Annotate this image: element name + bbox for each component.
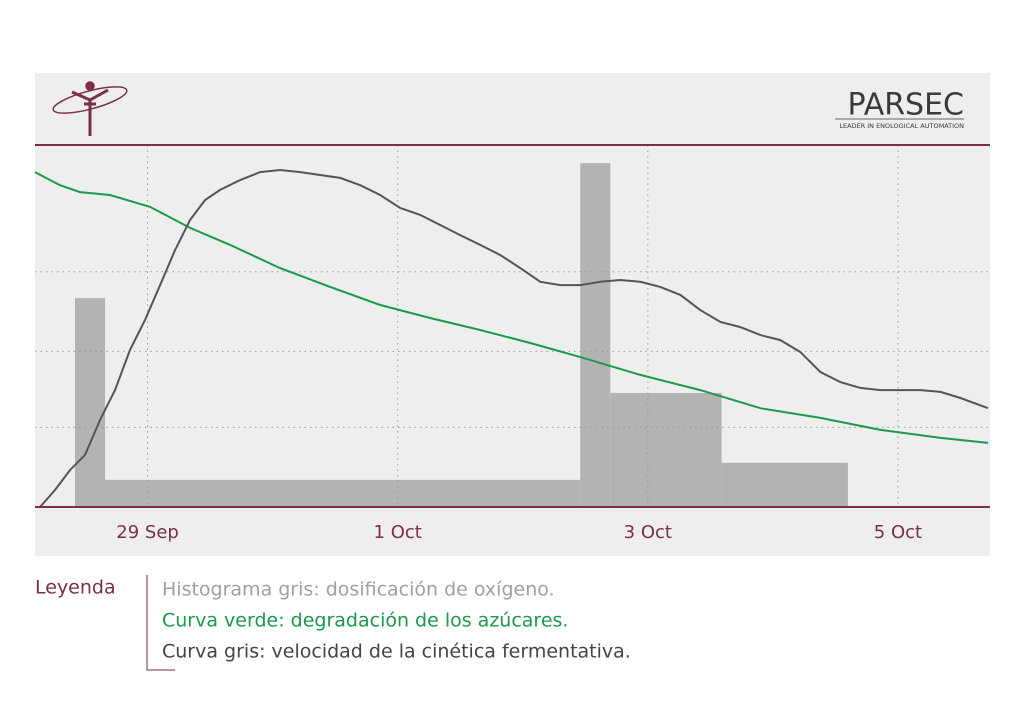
histogram-bar (105, 479, 581, 507)
histogram-bar (75, 298, 106, 507)
legend-entry: Curva gris: velocidad de la cinética fer… (162, 641, 631, 663)
legend-entry: Histograma gris: dosificación de oxígeno… (162, 579, 555, 601)
histogram-bar (610, 392, 722, 507)
x-tick-label: 1 Oct (374, 522, 422, 543)
x-tick-label: 5 Oct (874, 522, 922, 543)
legend-title: Leyenda (35, 577, 116, 599)
legend-entry: Curva verde: degradación de los azúcares… (162, 610, 568, 632)
legend-bracket (146, 575, 175, 671)
histogram-bar (580, 163, 611, 507)
line-series (39, 168, 989, 508)
x-tick-label: 3 Oct (624, 522, 672, 543)
plot (34, 145, 989, 508)
brand-tagline: LEADER IN ENOLOGICAL AUTOMATION (839, 122, 964, 130)
brand-name: PARSEC (848, 88, 964, 123)
histogram-bar (721, 462, 848, 507)
logo (52, 81, 128, 136)
x-tick-label: 29 Sep (116, 522, 179, 543)
line-series (34, 171, 989, 444)
